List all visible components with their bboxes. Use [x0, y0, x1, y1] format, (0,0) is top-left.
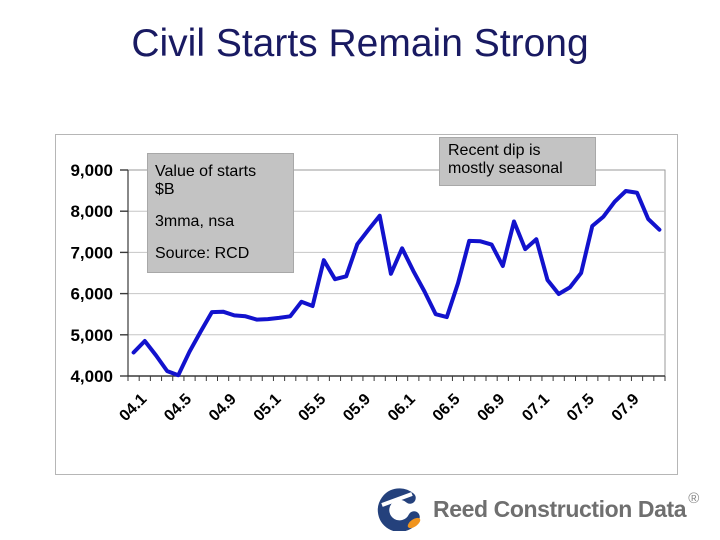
annotation-line: Recent dip is [448, 142, 541, 159]
logo-text: Reed Construction Data [433, 495, 687, 522]
series-label-line: Source: RCD [155, 245, 250, 262]
reed-logo-icon [377, 488, 421, 531]
slide-title: Civil Starts Remain Strong [131, 22, 589, 65]
registered-mark: ® [688, 489, 700, 507]
series-line-value-of-starts [131, 189, 662, 378]
y-tick-label: 7,000 [70, 243, 113, 262]
annotation-box: Recent dip is mostly seasonal [439, 137, 596, 186]
y-tick-label: 4,000 [70, 367, 113, 386]
y-tick-label: 8,000 [70, 202, 113, 221]
series-label-line: $B [155, 181, 175, 198]
y-tick-label: 9,000 [70, 161, 113, 180]
annotation-line: mostly seasonal [448, 160, 563, 177]
y-tick-label: 5,000 [70, 326, 113, 345]
series-label-box: Value of starts $B 3mma, nsa Source: RCD [147, 153, 294, 273]
series-label-line: Value of starts [155, 163, 257, 180]
series-label-line: 3mma, nsa [155, 213, 235, 230]
logo: Reed Construction Data ® [376, 487, 700, 531]
y-tick-label: 6,000 [70, 285, 113, 304]
